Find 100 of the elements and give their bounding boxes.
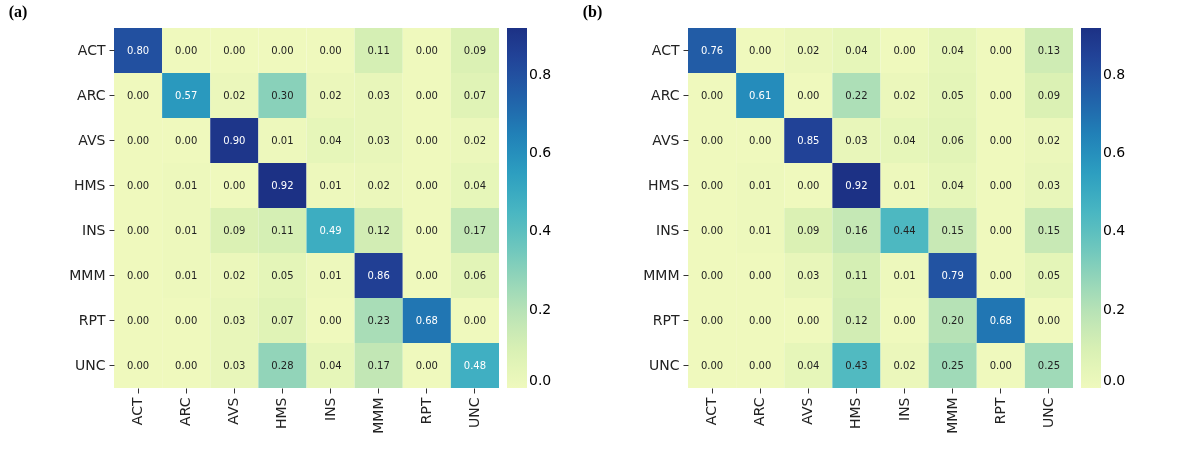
data-label: 0.00 (126, 134, 150, 146)
data-label: 0.00 (415, 224, 438, 236)
data-label: 0.07 (463, 89, 487, 101)
data-label: 0.85 (797, 134, 820, 146)
data-label: 0.17 (463, 224, 487, 236)
data-label: 0.00 (1037, 314, 1061, 326)
data-label: 0.09 (797, 224, 820, 236)
data-label: 0.92 (271, 179, 294, 191)
data-label: 0.03 (845, 134, 868, 146)
data-label: 0.01 (175, 269, 198, 281)
x-tick-label: RPT (991, 397, 1008, 425)
data-label: 0.00 (126, 359, 150, 371)
data-label: 0.00 (700, 134, 724, 146)
data-label: 0.00 (271, 44, 294, 56)
data-label: 0.11 (845, 269, 868, 281)
data-label: 0.01 (893, 179, 916, 191)
color-bar-label: 0.6 (529, 144, 552, 161)
data-label: 0.00 (700, 179, 724, 191)
data-label: 0.02 (319, 89, 342, 101)
data-label: 0.00 (175, 359, 198, 371)
data-label: 0.92 (845, 179, 868, 191)
data-label: 0.00 (175, 44, 198, 56)
data-label: 0.00 (749, 134, 772, 146)
y-tick-label: ARC (651, 86, 680, 103)
data-label: 0.00 (319, 44, 342, 56)
y-tick-label: RPT (78, 311, 106, 328)
data-label: 0.44 (893, 224, 916, 236)
data-label: 0.00 (893, 314, 916, 326)
data-label: 0.00 (415, 89, 438, 101)
data-label: 0.90 (223, 134, 246, 146)
data-label: 0.05 (941, 89, 964, 101)
x-tick-label: HMS (847, 397, 864, 429)
y-tick-label: ACT (651, 41, 680, 58)
data-label: 0.23 (367, 314, 390, 326)
data-label: 0.04 (797, 359, 820, 371)
x-tick-label: INS (895, 397, 912, 421)
data-label: 0.12 (845, 314, 868, 326)
data-label: 0.04 (941, 44, 964, 56)
data-label: 0.11 (271, 224, 294, 236)
color-bar-label: 0.6 (1103, 144, 1126, 161)
x-tick-label: HMS (273, 397, 290, 429)
data-label: 0.00 (749, 44, 772, 56)
data-label: 0.68 (415, 314, 438, 326)
data-label: 0.00 (175, 134, 198, 146)
data-label: 0.16 (845, 224, 868, 236)
data-label: 0.03 (367, 89, 390, 101)
data-label: 0.25 (941, 359, 964, 371)
data-label: 0.06 (463, 269, 487, 281)
data-label: 0.00 (319, 314, 342, 326)
chart-title: (a) (8, 3, 28, 21)
y-tick-label: ARC (77, 86, 106, 103)
data-label: 0.00 (749, 359, 772, 371)
data-label: 0.02 (367, 179, 390, 191)
data-label: 0.43 (845, 359, 868, 371)
data-label: 0.00 (223, 179, 246, 191)
data-label: 0.00 (989, 359, 1012, 371)
data-label: 0.30 (271, 89, 294, 101)
data-label: 0.03 (797, 269, 820, 281)
data-label: 0.01 (749, 179, 772, 191)
data-label: 0.02 (463, 134, 487, 146)
data-label: 0.00 (989, 269, 1012, 281)
color-bar-label: 0.4 (1103, 222, 1126, 239)
data-label: 0.48 (463, 359, 487, 371)
y-tick-label: UNC (649, 356, 680, 373)
x-tick-label: AVS (799, 397, 816, 425)
y-tick-label: AVS (652, 131, 680, 148)
data-label: 0.00 (126, 314, 150, 326)
data-label: 0.57 (175, 89, 198, 101)
data-label: 0.01 (893, 269, 916, 281)
data-label: 0.00 (989, 224, 1012, 236)
data-label: 0.02 (893, 89, 916, 101)
data-label: 0.00 (700, 269, 724, 281)
data-label: 0.05 (1037, 269, 1061, 281)
color-bar-label: 0.0 (529, 372, 552, 388)
data-label: 0.01 (319, 179, 342, 191)
y-tick-label: INS (82, 221, 106, 238)
data-label: 0.15 (1037, 224, 1061, 236)
data-label: 0.00 (126, 224, 150, 236)
data-label: 0.09 (223, 224, 246, 236)
data-label: 0.25 (1037, 359, 1061, 371)
data-label: 0.03 (223, 359, 246, 371)
data-label: 0.68 (989, 314, 1012, 326)
data-label: 0.15 (941, 224, 964, 236)
data-label: 0.00 (700, 89, 724, 101)
data-label: 0.86 (367, 269, 390, 281)
x-tick-label: ACT (703, 397, 720, 426)
data-label: 0.00 (463, 314, 487, 326)
color-bar-label: 0.4 (529, 222, 552, 239)
data-label: 0.28 (271, 359, 294, 371)
x-tick-label: MMM (943, 397, 960, 434)
y-tick-label: AVS (78, 131, 106, 148)
data-label: 0.13 (1037, 44, 1061, 56)
data-label: 0.02 (797, 44, 820, 56)
y-tick-label: HMS (74, 176, 106, 193)
data-label: 0.00 (797, 314, 820, 326)
x-tick-label: MMM (369, 397, 386, 434)
data-label: 0.06 (941, 134, 964, 146)
data-label: 0.01 (749, 224, 772, 236)
x-tick-label: ACT (129, 397, 146, 426)
data-label: 0.01 (271, 134, 294, 146)
